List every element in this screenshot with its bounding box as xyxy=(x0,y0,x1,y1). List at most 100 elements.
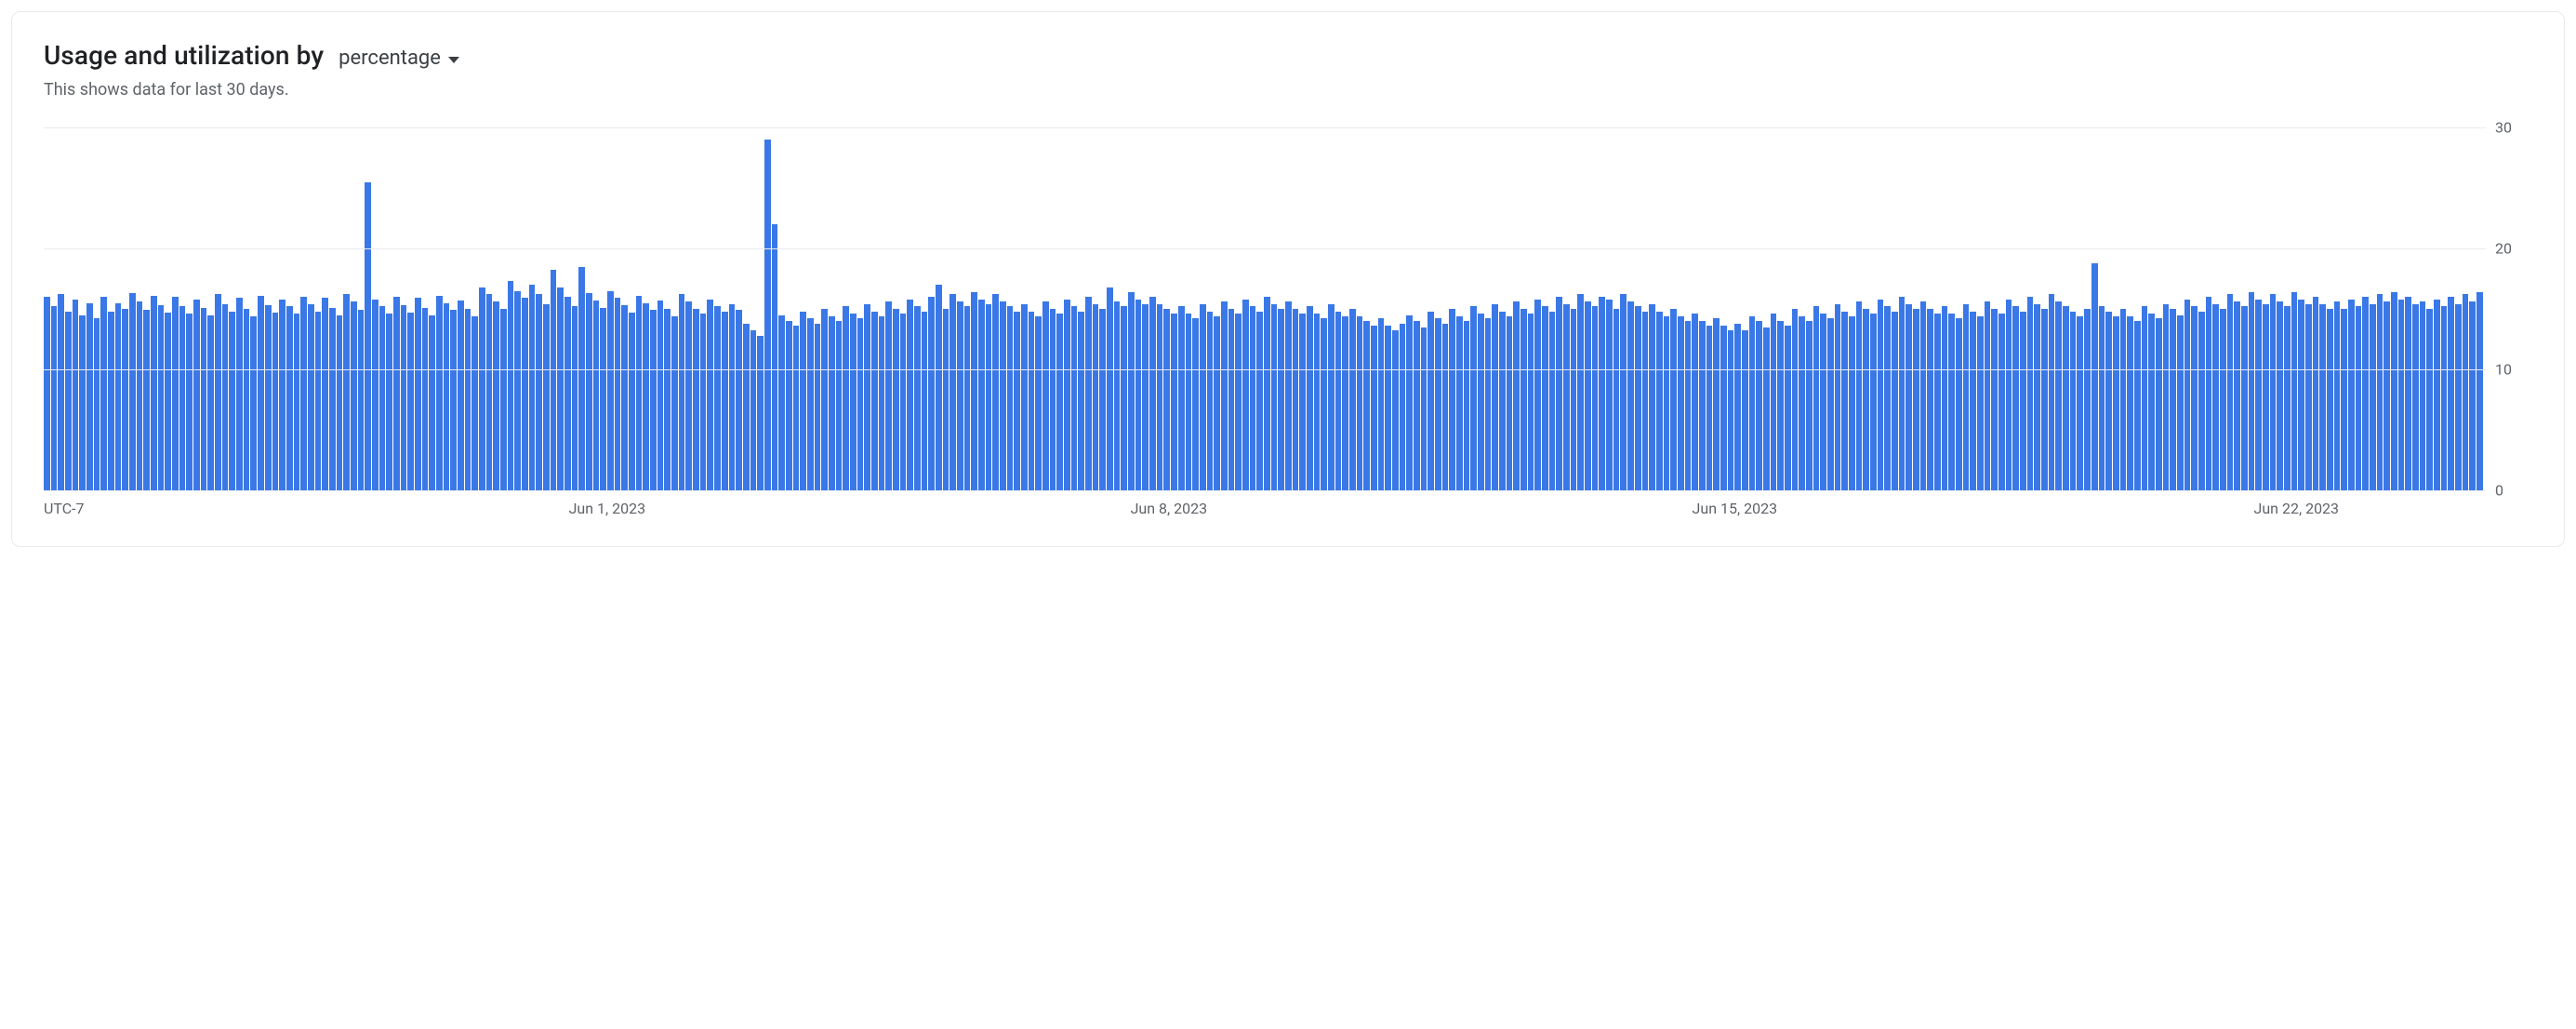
chart-bar xyxy=(201,308,207,490)
chart-bar xyxy=(1656,312,1663,490)
chart-bar xyxy=(1585,301,1591,490)
chart-bar xyxy=(1777,321,1784,490)
chart-bar xyxy=(2291,292,2298,490)
metric-dropdown[interactable]: percentage xyxy=(339,47,459,70)
chart-bar xyxy=(2348,300,2355,490)
chart-bar xyxy=(1085,297,1092,490)
chart-bar xyxy=(1107,287,1113,490)
chart-bar xyxy=(244,309,250,490)
chart-bar xyxy=(186,314,193,490)
chart-bar xyxy=(193,300,200,490)
chart-bar xyxy=(757,336,764,490)
chart-bar xyxy=(2298,300,2304,490)
chart-bar xyxy=(2391,292,2397,490)
chart-bar xyxy=(729,304,736,490)
chart-bar xyxy=(1157,304,1163,490)
chart-bar xyxy=(1577,294,1584,490)
chart-bar xyxy=(700,314,707,490)
chart-bar xyxy=(1342,316,1348,490)
chart-bar xyxy=(2177,315,2184,491)
chart-bar xyxy=(850,314,856,490)
chart-bar xyxy=(1920,301,1927,490)
chart-bar xyxy=(1035,316,1042,490)
chart-bar xyxy=(2020,312,2026,490)
chart-bar xyxy=(1392,330,1399,490)
chart-bar xyxy=(1321,318,1327,490)
chart-bar xyxy=(1121,306,1127,490)
chart-gridline xyxy=(44,248,2486,249)
chart-bar xyxy=(900,314,907,490)
chart-bar xyxy=(636,296,643,490)
chart-bar xyxy=(1507,316,1513,490)
chart-bar xyxy=(1021,304,1028,490)
chart-bar xyxy=(1056,314,1063,490)
chart-bar xyxy=(914,306,921,490)
chart-bar xyxy=(165,313,171,490)
chart-bar xyxy=(536,294,542,490)
chart-bar xyxy=(493,301,499,490)
chart-bar xyxy=(772,224,778,490)
chart-bar xyxy=(1977,316,1984,490)
chart-bar xyxy=(922,312,928,490)
chart-bar xyxy=(829,316,835,490)
chart-bar xyxy=(2448,297,2454,490)
chart-bar xyxy=(2255,300,2262,490)
chart-bar xyxy=(65,312,72,490)
chart-bar xyxy=(2319,304,2326,490)
chart-xaxis-timezone: UTC-7 xyxy=(44,500,85,517)
chart-bar xyxy=(1878,300,1884,490)
chart-bar xyxy=(1163,309,1170,490)
chart-bar xyxy=(1827,318,1834,490)
chart-bar xyxy=(943,309,949,490)
chart-bar xyxy=(893,309,899,490)
chart-bar xyxy=(1927,309,1933,490)
chart-bar xyxy=(572,306,578,490)
chart-bar xyxy=(2234,301,2240,490)
chart-bar xyxy=(1064,300,1070,490)
chart-bar xyxy=(2341,309,2347,490)
chart-bar xyxy=(1029,312,1035,490)
chart-bar xyxy=(465,309,471,490)
chart-bar xyxy=(992,294,999,490)
chart-bar xyxy=(2099,306,2105,490)
chart-bar xyxy=(2198,312,2205,490)
chart-bar xyxy=(179,306,186,490)
chart-bar xyxy=(1606,300,1613,490)
chart-bar xyxy=(2356,306,2362,490)
chart-bar xyxy=(1371,326,1377,490)
chart-bar xyxy=(685,301,692,490)
chart-bar xyxy=(2249,292,2255,490)
chart-bar xyxy=(1470,306,1477,490)
chart-bar xyxy=(2191,306,2198,490)
chart-bar xyxy=(172,297,179,490)
chart-bar xyxy=(2455,304,2462,490)
chart-bar xyxy=(2142,306,2148,490)
chart-bar xyxy=(1664,316,1670,490)
chart-gridline xyxy=(44,369,2486,370)
chart-bar xyxy=(1328,304,1334,490)
chart-bar xyxy=(671,316,678,490)
chart-bar xyxy=(1542,306,1548,490)
chart-bar xyxy=(707,300,713,490)
chart-bar xyxy=(928,297,935,490)
chart-bar xyxy=(1963,304,1970,490)
chart-ytick: 10 xyxy=(2495,361,2512,379)
chart-bar xyxy=(308,304,314,490)
chart-bar xyxy=(444,303,450,491)
chart-bar xyxy=(258,296,264,490)
chart-bar xyxy=(1442,324,1449,490)
chart-bar xyxy=(743,324,750,490)
chart-bar xyxy=(2084,309,2091,490)
chart-bar xyxy=(229,312,235,490)
chart-bar xyxy=(58,294,64,490)
chart-bar xyxy=(971,292,977,490)
chart-bar xyxy=(800,312,806,490)
chart-bar xyxy=(1264,297,1270,490)
chart-bar xyxy=(1785,326,1791,490)
chart-xtick: Jun 15, 2023 xyxy=(1693,500,1778,517)
chart-bar xyxy=(978,300,985,490)
chart-bar xyxy=(2469,301,2476,490)
chart-bar xyxy=(2463,294,2469,490)
chart-bar xyxy=(379,306,386,490)
chart-bar xyxy=(1128,292,1135,490)
